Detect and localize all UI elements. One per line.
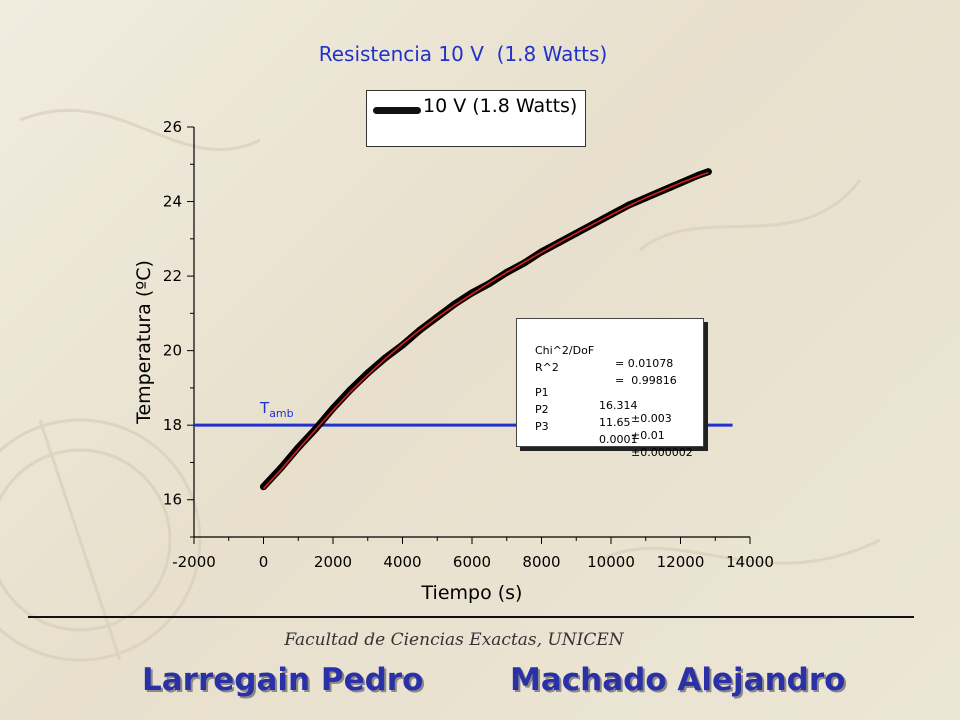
fit-value: = 0.01078 — [615, 357, 674, 370]
x-axis-label: Tiempo (s) — [421, 582, 523, 604]
measured-data-point — [364, 369, 372, 377]
measured-data-point — [294, 444, 302, 452]
legend-swatch — [373, 107, 421, 114]
y-axis-label: Temperatura (ºC) — [133, 260, 155, 425]
ambient-label-subscript: amb — [269, 407, 293, 420]
fit-row-p2: P2 11.65 ±0.01 — [535, 390, 703, 442]
measured-data-point — [329, 404, 337, 412]
fit-value: 16.314 — [599, 399, 638, 412]
x-tick-label: 0 — [259, 553, 269, 571]
x-tick-label: 6000 — [453, 553, 491, 571]
fit-value: = 0.99816 — [615, 374, 677, 387]
measured-data-point — [260, 483, 267, 491]
fit-row-p1: P1 16.314 ±0.003 — [535, 373, 703, 425]
fit-results-box: Chi^2/DoF = 0.01078 R^2 = 0.99816 P1 16.… — [516, 318, 704, 459]
slide-title: Resistencia 10 V (1.8 Watts) — [318, 42, 608, 66]
measured-data-point — [346, 386, 354, 394]
fit-curve-line — [262, 171, 709, 490]
fit-key: P3 — [535, 420, 549, 433]
x-tick-label: 10000 — [587, 553, 635, 571]
x-tick-label: 12000 — [657, 553, 705, 571]
x-tick-label: 14000 — [726, 553, 774, 571]
fit-value: 11.65 — [599, 416, 631, 429]
fit-key: R^2 — [535, 361, 559, 374]
x-tick-label: 8000 — [522, 553, 560, 571]
footer-institution: Facultad de Ciencias Exactas, UNICEN — [284, 630, 624, 650]
x-tick-label: 2000 — [314, 553, 352, 571]
y-tick-label: 18 — [163, 416, 182, 434]
fit-error: ±0.000002 — [631, 446, 693, 459]
measured-data-point — [277, 464, 285, 472]
y-tick-label: 24 — [163, 193, 182, 211]
x-tick-label: -2000 — [172, 553, 216, 571]
author-name-2: Machado Alejandro — [510, 662, 846, 698]
footer-divider — [28, 616, 914, 618]
fit-key: Chi^2/DoF — [535, 344, 595, 357]
author-name-1: Larregain Pedro — [142, 662, 424, 698]
y-tick-label: 22 — [163, 267, 182, 285]
fit-row-p3: P3 0.0001 ±0.000002 — [535, 407, 703, 459]
fit-error: ±0.003 — [631, 412, 672, 425]
y-tick-label: 16 — [163, 491, 182, 509]
fit-value: 0.0001 — [599, 433, 638, 446]
fit-key: P2 — [535, 403, 549, 416]
fit-key: P1 — [535, 386, 549, 399]
fit-row-chi: Chi^2/DoF = 0.01078 — [535, 331, 703, 370]
fit-row-r2: R^2 = 0.99816 — [535, 348, 703, 387]
ambient-temperature-label: Tamb — [259, 399, 294, 420]
y-tick-label: 26 — [163, 118, 182, 136]
x-tick-label: 4000 — [383, 553, 421, 571]
fit-error: ±0.01 — [631, 429, 665, 442]
y-tick-label: 20 — [163, 342, 182, 360]
legend-label: 10 V (1.8 Watts) — [423, 95, 578, 117]
chart-legend: 10 V (1.8 Watts) — [366, 90, 586, 147]
